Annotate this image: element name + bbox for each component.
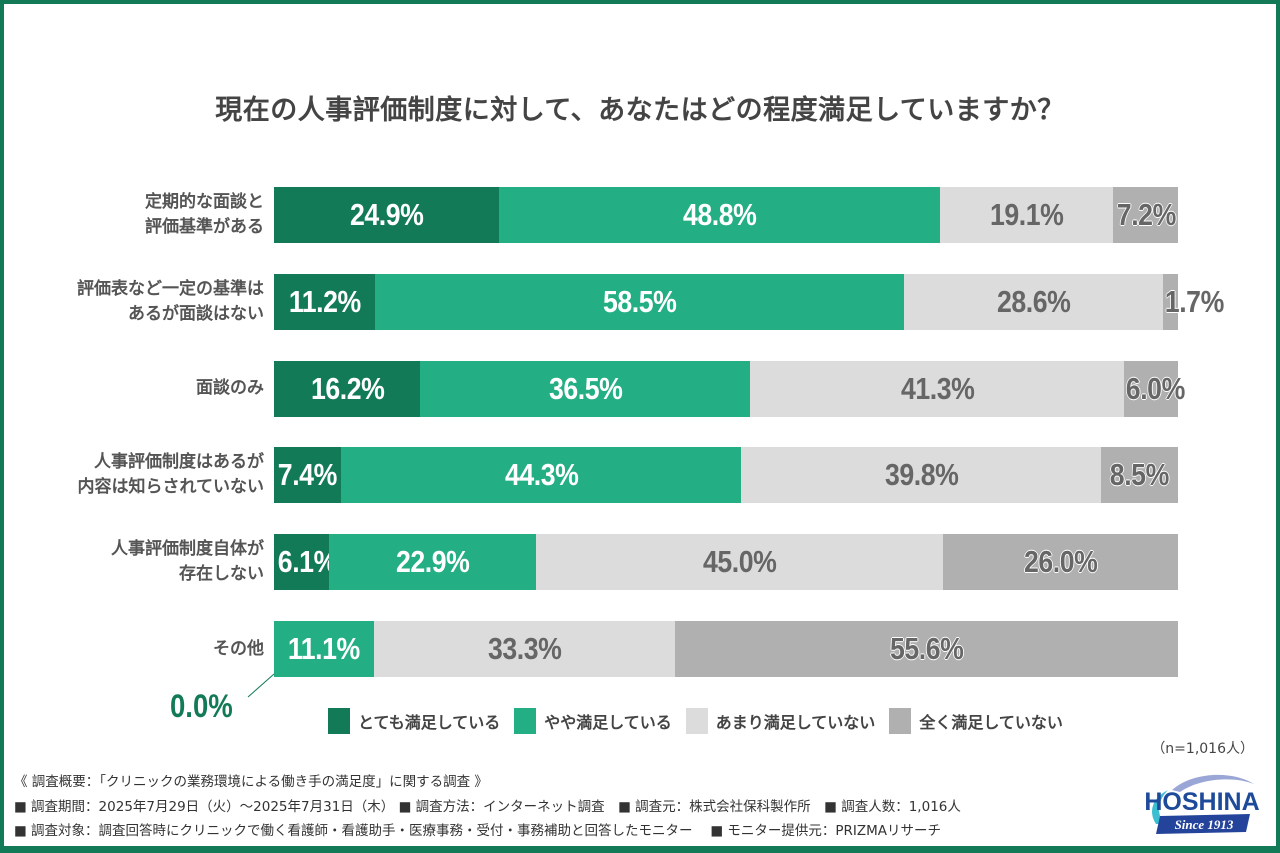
- value-label-not-at-all-satisfied: 1.7%: [1164, 283, 1224, 319]
- bar-segment-very-satisfied: [274, 447, 341, 504]
- bar-segment-somewhat-satisfied: [420, 360, 751, 417]
- hoshina-logo: HOSHINA Since 1913: [1144, 774, 1260, 834]
- row-label-line: その他: [213, 638, 264, 659]
- leader-line: [247, 673, 275, 698]
- survey-notes-heading: 《 調査概要：「クリニックの業務環境による働き手の満足度」に関する調査 》: [14, 774, 488, 790]
- value-label-not-very-satisfied: 33.3%: [488, 631, 562, 666]
- legend-label: 全く満足していない: [919, 713, 1063, 732]
- bar-segment-not-very-satisfied: [741, 447, 1102, 504]
- value-label-not-very-satisfied: 41.3%: [900, 370, 975, 406]
- row-label-line: あるが面談はない: [128, 303, 264, 324]
- bar-segment-not-very-satisfied: [750, 360, 1124, 417]
- sample-size-label: （n=1,016人）: [1151, 741, 1254, 757]
- bar-segment-somewhat-satisfied: [499, 187, 941, 243]
- row-label: 面談のみ: [196, 376, 264, 401]
- bar-segment-somewhat-satisfied: [375, 273, 905, 330]
- row-label-line: 人事評価制度はあるが: [94, 452, 264, 473]
- bar-segment-not-very-satisfied: [940, 187, 1113, 243]
- value-label-not-very-satisfied: 45.0%: [703, 544, 777, 580]
- row-label: 人事評価制度自体が存在しない: [111, 537, 264, 587]
- bar-segment-not-at-all-satisfied: [1162, 273, 1178, 330]
- value-label-not-at-all-satisfied: 8.5%: [1109, 457, 1169, 493]
- value-label-very-satisfied: 6.1%: [277, 544, 338, 580]
- survey-notes: 《 調査概要：「クリニックの業務環境による働き手の満足度」に関する調査 》 ■ …: [14, 770, 961, 844]
- logo-swoosh-left: [1152, 790, 1168, 824]
- value-label-very-satisfied: 24.9%: [350, 197, 424, 232]
- bar-segment-very-satisfied: [274, 187, 500, 243]
- value-label-somewhat-satisfied: 48.8%: [683, 197, 757, 232]
- bar-segment-somewhat-satisfied: [274, 621, 375, 677]
- survey-notes-line-2: ■ 調査対象：調査回答時にクリニックで働く看護師・看護助手・医療事務・受付・事務…: [14, 823, 942, 839]
- legend-label: あまり満足していない: [715, 713, 876, 732]
- row-label-line: 存在しない: [179, 564, 264, 585]
- logo-banner: [1156, 814, 1250, 834]
- logo-swoosh-top: [1172, 774, 1254, 792]
- bar-segment-very-satisfied: [274, 360, 421, 417]
- chart-legend: とても満足している やや満足している あまり満足していない 全く満足していない: [328, 708, 1077, 734]
- value-label-somewhat-satisfied: 58.5%: [603, 283, 677, 319]
- value-label-very-satisfied: 16.2%: [310, 370, 385, 406]
- row-label: 定期的な面談と 評価基準がある: [145, 190, 264, 240]
- row-label-line: 面談のみ: [196, 378, 264, 399]
- logo-text: HOSHINA: [1144, 788, 1259, 816]
- value-label-not-at-all-satisfied: 55.6%: [890, 631, 964, 666]
- bar-segment-somewhat-satisfied: [329, 534, 537, 591]
- bar-segment-not-at-all-satisfied: [942, 534, 1178, 591]
- legend-item-not-very-satisfied: あまり満足していない: [685, 708, 876, 734]
- value-label-somewhat-satisfied: 44.3%: [504, 457, 579, 493]
- value-label-not-very-satisfied: 39.8%: [884, 457, 959, 493]
- value-label-not-very-satisfied: 28.6%: [996, 283, 1071, 319]
- legend-item-somewhat-satisfied: やや満足している: [514, 708, 672, 734]
- legend-label: とても満足している: [358, 713, 501, 732]
- legend-swatch: [514, 708, 537, 734]
- legend-swatch: [685, 708, 708, 734]
- value-label-somewhat-satisfied: 22.9%: [396, 544, 470, 580]
- value-label-not-at-all-satisfied: 6.0%: [1125, 370, 1185, 406]
- legend-item-very-satisfied: とても満足している: [328, 708, 500, 734]
- survey-notes-line-1: ■ 調査期間：2025年7月29日（火）～2025年7月31日（木） ■ 調査方…: [14, 798, 961, 815]
- bar-segment-very-satisfied: [274, 534, 330, 591]
- row-label: 評価表など一定の基準はあるが面談はない: [77, 277, 264, 327]
- legend-label: やや満足している: [544, 713, 672, 732]
- bar-segment-not-at-all-satisfied: [1101, 447, 1178, 504]
- bar-segment-very-satisfied: [274, 273, 376, 330]
- bar-segment-not-very-satisfied: [374, 621, 676, 677]
- row-label-line: 定期的な面談と: [145, 192, 264, 212]
- bar-segment-not-very-satisfied: [536, 534, 943, 591]
- bar-segment-not-at-all-satisfied: [1123, 360, 1178, 417]
- value-label-very-satisfied: 11.2%: [288, 283, 361, 319]
- legend-swatch: [889, 708, 912, 734]
- logo-tagline: Since 1913: [1175, 817, 1234, 832]
- value-label-very-satisfied: 7.4%: [277, 457, 337, 493]
- value-label-not-very-satisfied: 19.1%: [990, 197, 1064, 232]
- row-label-line: 評価基準がある: [145, 217, 264, 237]
- bar-segment-not-at-all-satisfied: [675, 621, 1178, 677]
- row-label-line: 評価表など一定の基準は: [77, 278, 264, 299]
- row-label-line: 人事評価制度自体が: [111, 539, 264, 560]
- value-label-very-satisfied-zero: 0.0%: [170, 688, 233, 724]
- bar-segment-somewhat-satisfied: [340, 447, 742, 504]
- value-label-not-at-all-satisfied: 7.2%: [1116, 197, 1176, 232]
- row-label-line: 内容は知らされていない: [77, 477, 265, 498]
- bar-segment-not-at-all-satisfied: [1112, 187, 1178, 243]
- row-label: 人事評価制度はあるが内容は知らされていない: [78, 450, 265, 500]
- value-label-not-at-all-satisfied: 26.0%: [1023, 544, 1098, 580]
- row-label: その他: [213, 637, 264, 662]
- legend-item-not-at-all-satisfied: 全く満足していない: [889, 708, 1063, 734]
- legend-swatch: [328, 708, 350, 734]
- chart-title: 現在の人事評価制度に対して、あなたはどの程度満足していますか？: [215, 95, 1065, 126]
- bar-segment-not-very-satisfied: [904, 273, 1163, 330]
- value-label-somewhat-satisfied: 11.1%: [288, 631, 361, 666]
- value-label-somewhat-satisfied: 36.5%: [548, 370, 623, 406]
